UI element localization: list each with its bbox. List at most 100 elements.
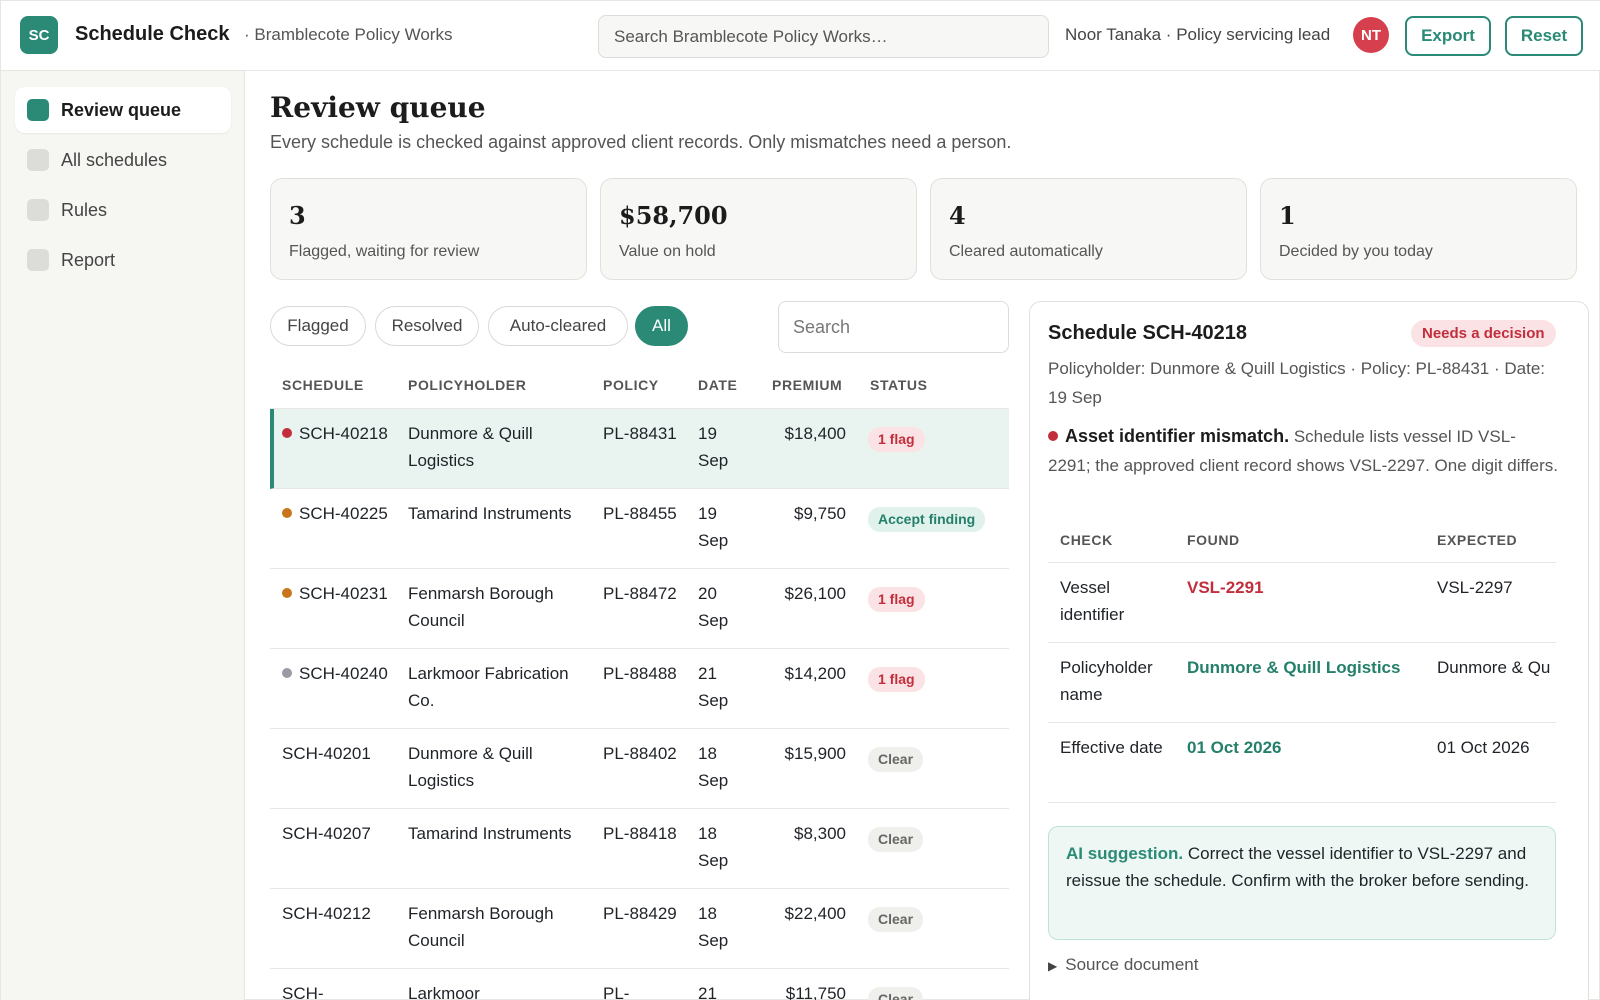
cell-status: 1 flag	[868, 665, 925, 692]
cell-status: 1 flag	[868, 425, 925, 452]
cell-policy: PL-88402	[603, 744, 677, 763]
filter-flagged[interactable]: Flagged	[270, 306, 366, 346]
user-name: Noor Tanaka · Policy servicing lead	[1065, 25, 1331, 44]
cell-status: Clear	[868, 825, 924, 852]
column-header-date[interactable]: DATE	[698, 377, 738, 393]
queue-search-input[interactable]: Search	[778, 301, 1009, 353]
table-row[interactable]: SCH-40225 Tamarind Instruments PL-88455 19 …	[270, 489, 1009, 569]
schedule-id: SCH-40207	[282, 824, 371, 843]
status-badge: Clear	[868, 747, 924, 772]
cell-schedule: SCH-40225	[282, 500, 392, 527]
cell-policyholder: Fenmarsh Borough Council	[408, 904, 554, 950]
filter-resolved[interactable]: Resolved	[375, 306, 479, 346]
review-queue-icon	[27, 99, 49, 121]
cell-status: 1 flag	[868, 585, 925, 612]
status-badge: Clear	[868, 907, 924, 932]
table-row[interactable]: SCH-40231 Fenmarsh Borough Council PL-8847…	[270, 569, 1009, 649]
ai-suggestion-text: Correct the vessel identifier to VSL-229…	[1066, 844, 1530, 890]
cell-premium: $15,900	[784, 744, 846, 763]
reset-button[interactable]: Reset	[1505, 16, 1583, 56]
detail-title: Schedule SCH-40218	[1048, 322, 1247, 344]
check-expected: 01 Oct 2026	[1437, 738, 1530, 757]
cell-premium: $8,300	[794, 824, 846, 843]
stat-value: 3	[289, 201, 306, 230]
cell-schedule: SCH-	[282, 980, 392, 1000]
column-header-policyholder[interactable]: POLICYHOLDER	[408, 377, 527, 393]
app-logo: SC	[20, 16, 58, 54]
cell-policy: PL-88472	[603, 584, 677, 603]
column-header-expected: EXPECTED	[1437, 532, 1518, 548]
table-row[interactable]: SCH- Larkmoor PL- 21 $11,750 Clear	[270, 969, 1009, 1000]
sidebar-item-label: Report	[61, 249, 116, 270]
checks-table-header: CHECK FOUND EXPECTED	[1048, 519, 1556, 563]
detail-meta: Policyholder: Dunmore & Quill Logistics …	[1048, 359, 1545, 407]
schedule-id: SCH-40218	[299, 424, 388, 443]
cell-schedule: SCH-40207	[282, 820, 392, 847]
table-row[interactable]: SCH-40212 Fenmarsh Borough Council PL-8842…	[270, 889, 1009, 969]
cell-date: 21 Sep	[698, 664, 729, 710]
avatar[interactable]: NT	[1353, 17, 1389, 53]
table-row[interactable]: SCH-40207 Tamarind Instruments PL-88418 18 …	[270, 809, 1009, 889]
stat-card-decided-today: 1 Decided by you today	[1260, 178, 1577, 280]
cell-schedule: SCH-40218	[282, 420, 392, 447]
status-badge: Needs a decision	[1411, 320, 1556, 347]
filter-all[interactable]: All	[635, 306, 688, 346]
check-name: Policyholder name	[1060, 658, 1153, 704]
cell-date: 19 Sep	[698, 424, 729, 470]
schedule-id: SCH-	[282, 984, 324, 1000]
column-header-status[interactable]: STATUS	[870, 377, 928, 393]
table-row[interactable]: SCH-40240 Larkmoor Fabrication Co. PL-8848…	[270, 649, 1009, 729]
cell-policy: PL-88418	[603, 824, 677, 843]
source-document-label: Source document	[1065, 955, 1199, 974]
check-name: Vessel identifier	[1060, 578, 1125, 624]
cell-policyholder: Larkmoor	[408, 984, 480, 1000]
status-badge: 1 flag	[868, 427, 925, 452]
filter-auto-cleared[interactable]: Auto-cleared	[488, 306, 628, 346]
table-row[interactable]: SCH-40201 Dunmore & Quill Logistics PL-884…	[270, 729, 1009, 809]
check-found: 01 Oct 2026	[1187, 738, 1282, 757]
all-schedules-icon	[27, 149, 49, 171]
table-row[interactable]: SCH-40218 Dunmore & Quill Logistics PL-884…	[270, 409, 1009, 489]
status-badge: Clear	[868, 827, 924, 852]
cell-date: 19 Sep	[698, 504, 729, 550]
sidebar-item-rules[interactable]: Rules	[15, 187, 231, 233]
checks-table: CHECK FOUND EXPECTED Vessel identifier VS…	[1048, 519, 1556, 809]
schedule-detail-panel: Schedule SCH-40218 Needs a decision Poli…	[1029, 301, 1589, 1000]
cell-policyholder: Dunmore & Quill Logistics	[408, 744, 533, 790]
sidebar-item-report[interactable]: Report	[15, 237, 231, 283]
stat-label: Cleared automatically	[949, 243, 1103, 260]
cell-policy: PL-88455	[603, 504, 677, 523]
cell-policyholder: Larkmoor Fabrication Co.	[408, 664, 569, 710]
column-header-policy[interactable]: POLICY	[603, 377, 659, 393]
schedule-table: SCHEDULE POLICYHOLDER POLICY DATE PREMIU…	[270, 365, 1009, 1000]
cell-policyholder: Fenmarsh Borough Council	[408, 584, 554, 630]
schedule-id: SCH-40225	[299, 504, 388, 523]
cell-schedule: SCH-40201	[282, 740, 392, 767]
finding-summary: Asset identifier mismatch. Schedule list…	[1048, 422, 1558, 480]
schedule-id: SCH-40240	[299, 664, 388, 683]
stat-card-auto-cleared: 4 Cleared automatically	[930, 178, 1247, 280]
stat-label: Decided by you today	[1279, 243, 1433, 260]
source-document-toggle[interactable]: ▶ Source document	[1048, 955, 1198, 975]
cell-date: 18 Sep	[698, 824, 729, 870]
cell-premium: $22,400	[784, 904, 846, 923]
column-header-schedule[interactable]: SCHEDULE	[282, 377, 364, 393]
export-button[interactable]: Export	[1405, 16, 1491, 56]
column-header-premium[interactable]: PREMIUM	[772, 377, 843, 393]
top-bar: SC Schedule Check · Bramblecote Policy W…	[1, 1, 1600, 71]
sidebar-item-all-schedules[interactable]: All schedules	[15, 137, 231, 183]
status-dot-icon	[282, 668, 292, 678]
check-expected: VSL-2297	[1437, 578, 1513, 597]
check-expected: Dunmore & Qu	[1437, 658, 1551, 677]
sidebar-item-review-queue[interactable]: Review queue	[15, 87, 231, 133]
check-row: Effective date 01 Oct 2026 01 Oct 2026	[1048, 723, 1556, 803]
status-badge: 1 flag	[868, 587, 925, 612]
global-search-input[interactable]: Search Bramblecote Policy Works…	[598, 15, 1049, 58]
table-header: SCHEDULE POLICYHOLDER POLICY DATE PREMIU…	[270, 365, 1009, 409]
report-icon	[27, 249, 49, 271]
rules-icon	[27, 199, 49, 221]
cell-status: Accept finding	[868, 505, 986, 532]
flag-dot-icon	[1048, 431, 1058, 441]
column-header-found: FOUND	[1187, 532, 1240, 548]
check-found: Dunmore & Quill Logistics	[1187, 658, 1401, 677]
